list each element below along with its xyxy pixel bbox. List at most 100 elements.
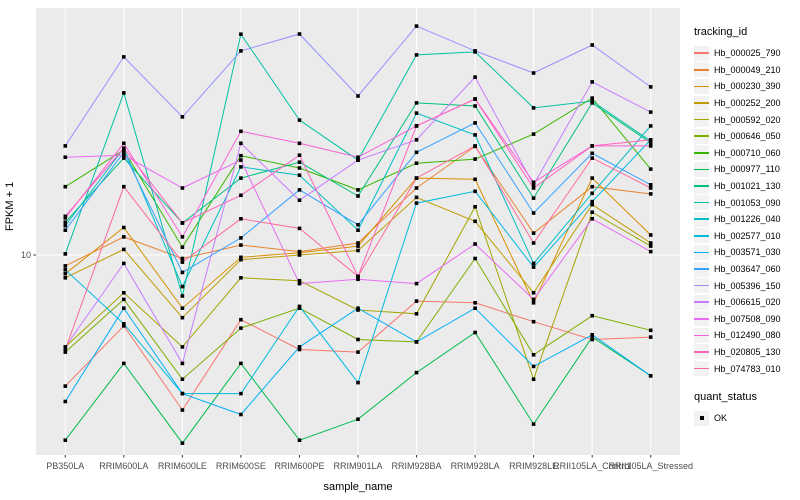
data-point-marker: [531, 297, 536, 302]
data-point-marker: [531, 291, 536, 295]
data-point-marker: [531, 186, 536, 190]
data-point-marker: [122, 324, 126, 328]
data-point-marker: [648, 192, 653, 196]
data-point-marker: [473, 133, 477, 137]
data-point-marker: [473, 97, 477, 101]
x-tick-label: PB350LA: [46, 461, 84, 471]
data-point-marker: [297, 173, 302, 177]
data-point-marker: [531, 106, 536, 110]
data-point-marker: [356, 228, 360, 232]
data-point-marker: [356, 274, 360, 279]
data-point-marker: [356, 337, 360, 342]
legend-key-line-icon: [694, 294, 709, 310]
data-point-marker: [297, 253, 302, 257]
data-point-marker: [297, 281, 302, 286]
data-point-marker: [356, 277, 360, 282]
data-point-marker: [590, 80, 594, 84]
data-point-marker: [648, 233, 653, 237]
data-point-marker: [63, 438, 68, 442]
data-point-marker: [414, 111, 419, 115]
x-tick-label: RRII105LA_Stressed: [608, 461, 693, 471]
data-point-marker: [648, 335, 653, 339]
data-point-marker: [473, 306, 477, 310]
data-point-marker: [63, 345, 68, 349]
data-point-marker: [473, 219, 477, 224]
data-point-marker: [590, 199, 594, 204]
legend-quant-label: OK: [714, 413, 728, 424]
y-axis-title: FPKM + 1: [4, 181, 16, 231]
data-point-marker: [531, 377, 536, 381]
data-point-marker: [122, 247, 126, 252]
data-point-marker: [63, 155, 68, 159]
data-point-marker: [122, 322, 126, 326]
legend-item-label: Hb_000977_110: [714, 164, 780, 175]
legend-item-label: Hb_074783_010: [714, 363, 781, 374]
data-point-marker: [648, 328, 653, 333]
data-point-marker: [414, 312, 419, 316]
data-point-marker: [122, 184, 126, 189]
data-point-marker: [473, 205, 477, 209]
legend-item: Hb_001226_040: [694, 211, 800, 228]
data-point-marker: [648, 241, 653, 245]
x-tick-label: RRIM600LE: [158, 461, 207, 471]
legend-item: Hb_001021_130: [694, 178, 800, 195]
legend-key-line-icon: [694, 361, 709, 377]
legend-title-tracking-id: tracking_id: [694, 26, 748, 38]
data-point-marker: [473, 330, 477, 335]
legend-key-line-icon: [694, 211, 709, 227]
data-point-marker: [297, 345, 302, 349]
data-point-marker: [122, 91, 126, 95]
data-point-marker: [63, 184, 68, 189]
data-point-marker: [531, 364, 536, 369]
legend-item-label: Hb_000025_790: [714, 48, 781, 59]
data-point-marker: [590, 335, 594, 339]
legend-item: Hb_000025_790: [694, 45, 800, 62]
legend-key-line-icon: [694, 244, 709, 260]
data-point-marker: [414, 124, 419, 128]
data-point-marker: [122, 153, 126, 157]
data-point-marker: [531, 231, 536, 235]
data-point-marker: [180, 284, 185, 289]
legend-item: Hb_003647_060: [694, 261, 800, 278]
data-point-marker: [180, 315, 185, 320]
legend-key-line-icon: [694, 327, 709, 343]
legend-key-line-icon: [694, 228, 709, 244]
data-point-marker: [531, 301, 536, 305]
data-point-marker: [648, 244, 653, 248]
data-point-marker: [297, 141, 302, 146]
legend-item-label: Hb_012490_080: [714, 330, 781, 341]
data-point-marker: [356, 188, 360, 192]
legend-item-label: Hb_003571_030: [714, 247, 781, 258]
data-point-marker: [239, 276, 243, 280]
data-point-marker: [414, 138, 419, 142]
legend-key-line-icon: [694, 311, 709, 327]
data-point-marker: [473, 189, 477, 194]
legend: tracking_id Hb_000025_790 Hb_000049_210 Hb…: [694, 26, 800, 426]
data-point-marker: [180, 306, 185, 310]
data-point-marker: [473, 104, 477, 108]
data-point-marker: [590, 217, 594, 221]
data-point-marker: [648, 85, 653, 89]
data-point-marker: [473, 121, 477, 125]
data-point-marker: [414, 150, 419, 155]
legend-key-line-icon: [694, 112, 709, 128]
legend-item: Hb_000230_390: [694, 78, 800, 95]
legend-item: Hb_000977_110: [694, 161, 800, 178]
data-point-marker: [239, 243, 243, 247]
data-point-marker: [414, 24, 419, 28]
data-point-marker: [648, 138, 653, 142]
legend-key-line-icon: [694, 78, 709, 94]
data-point-marker: [531, 265, 536, 269]
legend-item: Hb_006615_020: [694, 294, 800, 311]
data-point-marker: [122, 150, 126, 155]
data-point-marker: [122, 297, 126, 302]
data-point-marker: [239, 32, 243, 36]
data-point-marker: [648, 110, 653, 114]
data-point-marker: [414, 299, 419, 303]
data-point-marker: [590, 176, 594, 180]
data-point-marker: [239, 153, 243, 158]
data-point-marker: [180, 377, 185, 381]
legend-item-label: Hb_020805_130: [714, 346, 781, 357]
data-point-marker: [356, 94, 360, 98]
